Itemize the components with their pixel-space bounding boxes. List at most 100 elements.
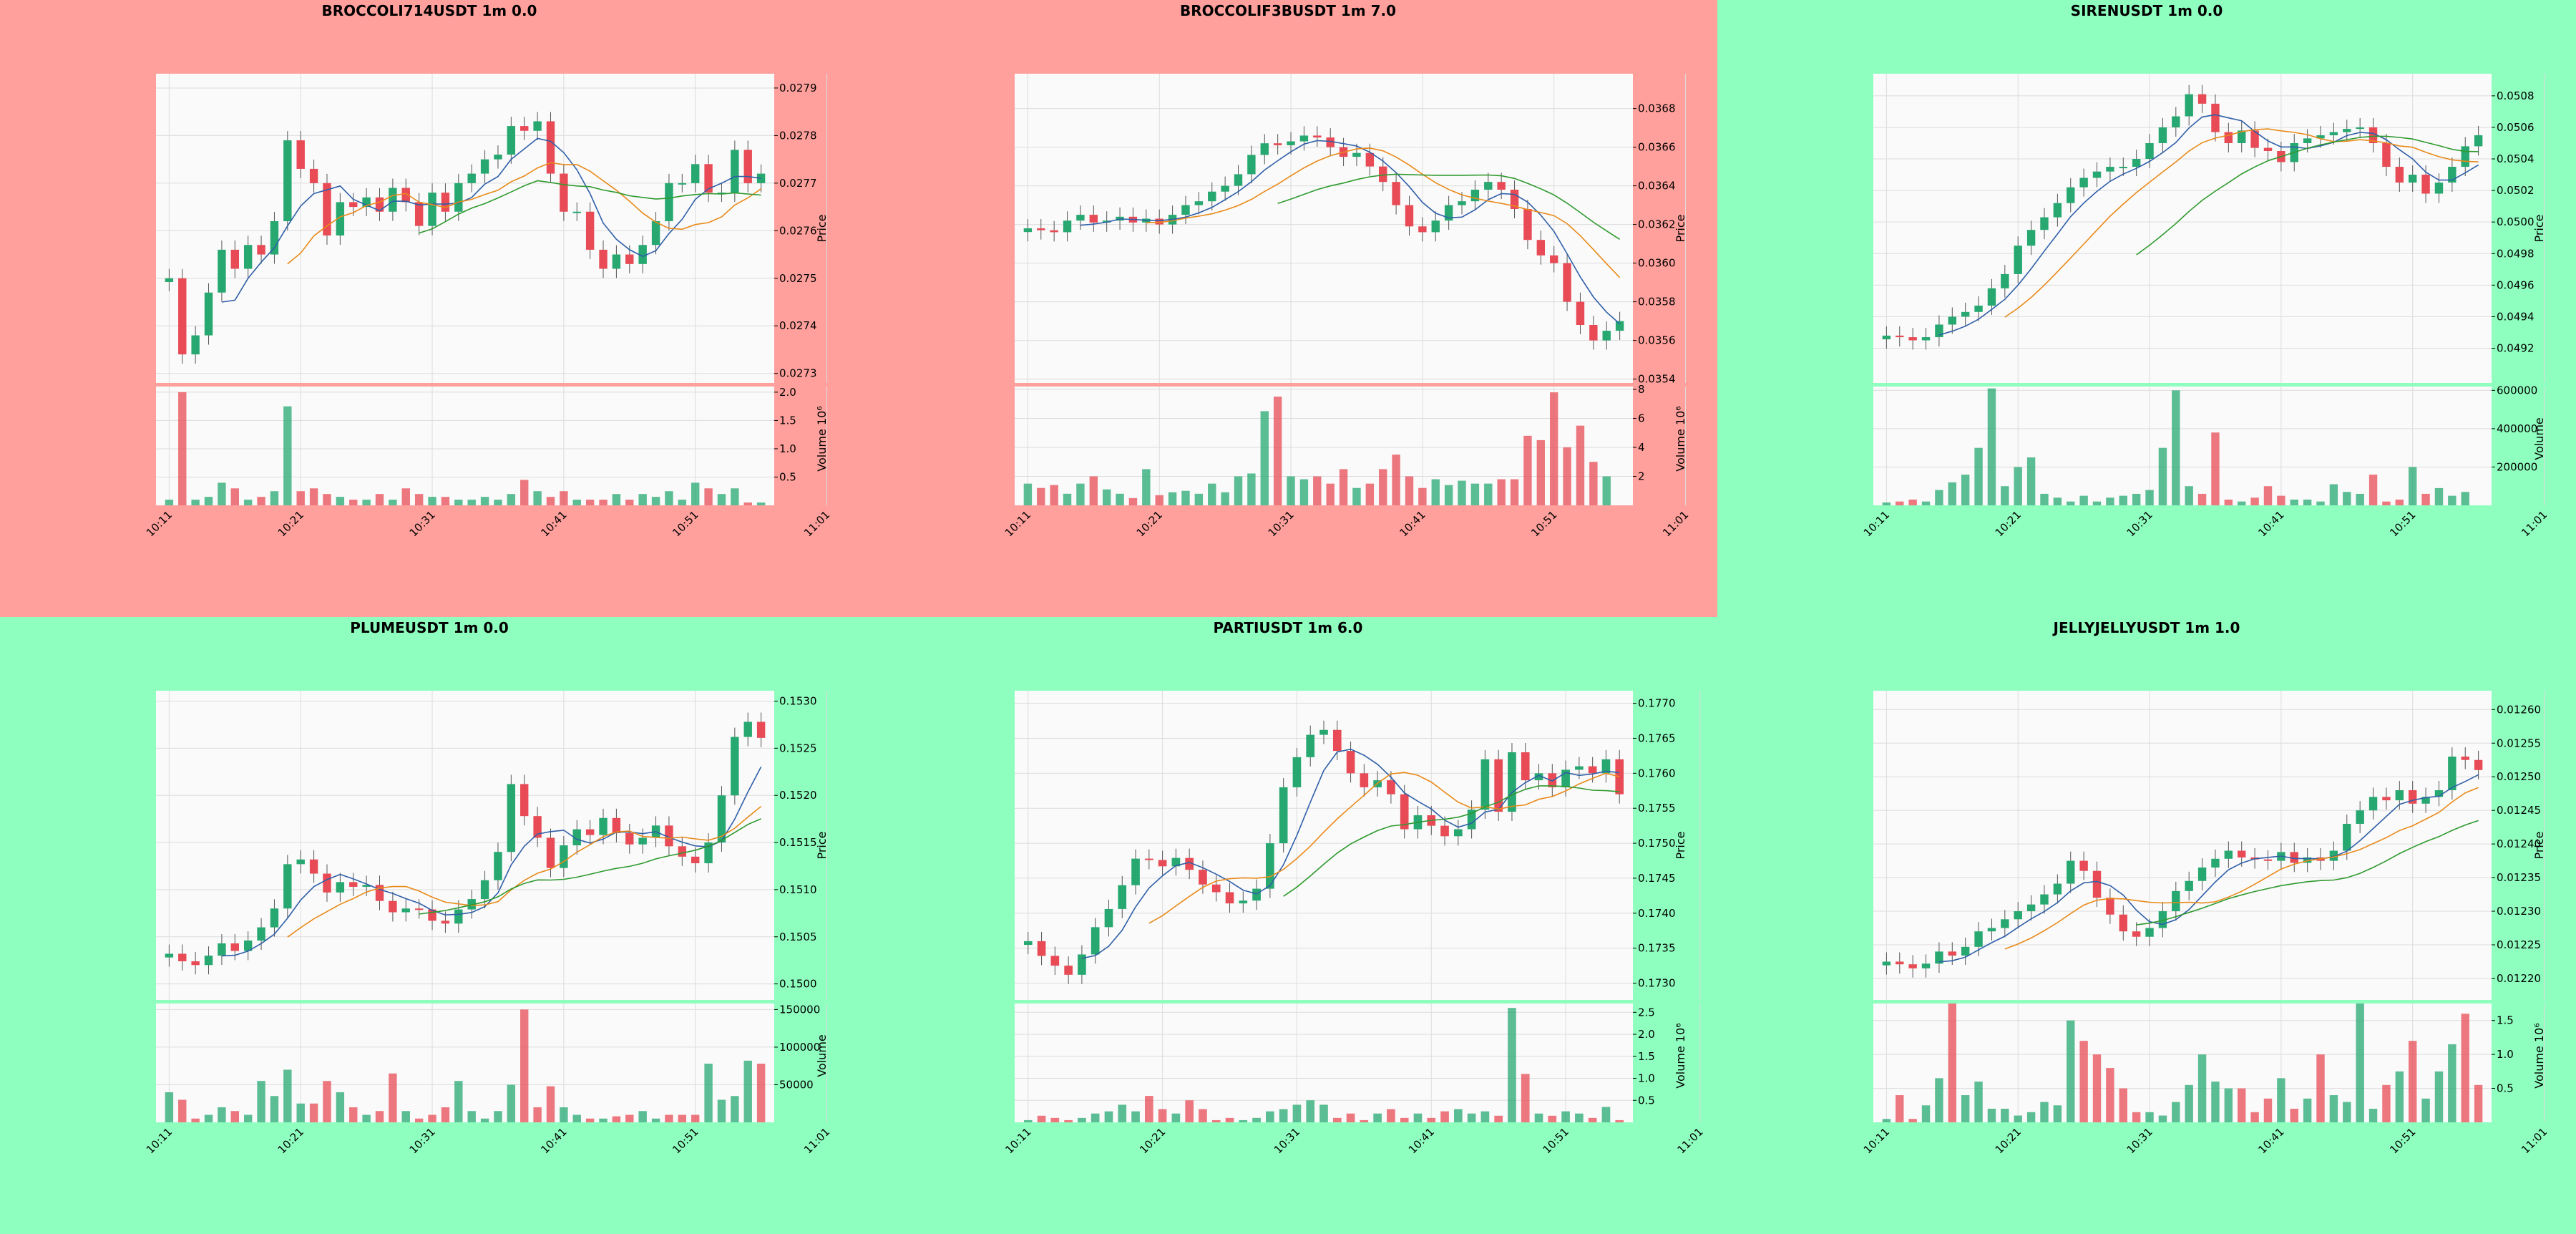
- volume-bar: [1037, 487, 1045, 505]
- volume-bar: [2329, 484, 2338, 505]
- candle-body: [375, 197, 384, 212]
- candle-body: [1319, 729, 1328, 735]
- candle-body: [572, 829, 581, 845]
- ma5-line: [1938, 774, 2479, 963]
- x-tick-label: 10:11: [1861, 1125, 1892, 1156]
- volume-bar: [572, 500, 581, 505]
- volume-bar: [2224, 1088, 2233, 1122]
- volume-bar: [1064, 1119, 1073, 1122]
- volume-bar: [2382, 1084, 2391, 1122]
- volume-tick-label: 6: [1638, 412, 1645, 425]
- volume-bar: [257, 497, 265, 505]
- volume-bar: [1935, 490, 1943, 505]
- candle-body: [638, 245, 647, 264]
- ma5-line: [221, 137, 761, 303]
- candle-body: [204, 292, 213, 336]
- chart-title: PLUMEUSDT 1m 0.0: [350, 619, 509, 636]
- volume-bar: [2067, 501, 2075, 505]
- price-tick-label: 0.0278: [779, 129, 817, 142]
- volume-bar: [1480, 1111, 1490, 1122]
- volume-bar: [1292, 1104, 1302, 1122]
- candle-body: [1118, 885, 1127, 909]
- volume-bar: [533, 491, 542, 505]
- volume-bar: [1346, 1113, 1355, 1122]
- candle-body: [1387, 780, 1395, 795]
- price-tick-label: 0.01230: [2497, 905, 2541, 918]
- volume-bar: [1548, 1115, 1557, 1122]
- volume-bar: [1467, 1113, 1476, 1122]
- candle-body: [2329, 132, 2338, 135]
- ma10-line: [2004, 128, 2479, 318]
- x-tick-label: 11:01: [2519, 1125, 2550, 1156]
- volume-tick-label: 0.5: [2497, 1082, 2514, 1095]
- volume-bar: [1508, 1008, 1516, 1122]
- candle-body: [2461, 757, 2469, 760]
- x-tick-label: 10:11: [1002, 1125, 1033, 1156]
- volume-bar: [1961, 1095, 1970, 1122]
- chart-panel-jellyjelly: JELLYJELLYUSDT 1m 1.0 10:11 10:21 10:31 10:…: [1717, 617, 2576, 1234]
- candle-body: [230, 943, 239, 951]
- candle-body: [1078, 954, 1086, 975]
- candle-body: [1987, 288, 1996, 306]
- volume-bar: [2250, 497, 2259, 505]
- volume-bar: [1279, 1109, 1288, 1122]
- volume-bar: [2132, 1112, 2141, 1122]
- x-tick-label: 11:01: [1674, 1125, 1705, 1156]
- x-tick-label: 10:41: [538, 508, 569, 539]
- price-tick-label: 0.01240: [2497, 837, 2541, 850]
- volume-bar: [756, 502, 766, 505]
- volume-bar: [1440, 1111, 1449, 1122]
- candle-body: [165, 953, 174, 958]
- candle-body: [230, 249, 239, 269]
- price-tick-label: 0.1740: [1638, 907, 1676, 920]
- volume-bar: [1168, 492, 1177, 505]
- candle-body: [1037, 941, 1046, 956]
- volume-bar: [1221, 492, 1229, 505]
- volume-bar: [2172, 390, 2180, 505]
- volume-bar: [1405, 476, 1414, 505]
- candle-body: [1023, 941, 1033, 946]
- volume-axis-label: Volume: [815, 1034, 829, 1077]
- volume-bar: [2119, 495, 2127, 505]
- candle-body: [560, 845, 568, 868]
- candle-body: [2053, 203, 2062, 218]
- volume-bar: [441, 497, 450, 505]
- volume-bar: [665, 491, 673, 505]
- price-tick-label: 0.0500: [2497, 215, 2534, 228]
- volume-bar: [665, 1114, 673, 1122]
- volume-axis-label: Volume 10⁶: [815, 406, 829, 471]
- candle-body: [625, 254, 634, 264]
- candle-body: [2092, 171, 2102, 178]
- candle-body: [1185, 858, 1194, 870]
- volume-plot-area: [156, 1004, 774, 1122]
- volume-bar: [389, 1073, 397, 1122]
- candle-body: [467, 899, 476, 910]
- chart-title: SIRENUSDT 1m 0.0: [2071, 2, 2223, 19]
- volume-bar: [2224, 499, 2233, 505]
- volume-bar: [1470, 483, 1480, 505]
- volume-bar: [625, 1114, 634, 1122]
- volume-bar: [704, 1064, 713, 1122]
- x-tick-label: 10:21: [275, 508, 306, 539]
- candle-body: [2014, 911, 2022, 920]
- volume-tick-label: 1.0: [1638, 1072, 1655, 1085]
- price-tick-label: 0.0368: [1638, 102, 1676, 115]
- candle-body: [2132, 159, 2141, 167]
- volume-bar: [1208, 483, 1216, 505]
- price-tick-label: 0.0366: [1638, 141, 1676, 154]
- candlestick-chart: PLUMEUSDT 1m 0.0 10:11 10:21 10:31 10:41 10:…: [144, 619, 832, 1156]
- candle-body: [336, 202, 345, 235]
- volume-bar: [1392, 455, 1400, 505]
- candle-body: [296, 859, 305, 865]
- volume-bar: [2263, 486, 2273, 505]
- x-tick-label: 10:51: [670, 1125, 701, 1156]
- candle-body: [2343, 823, 2351, 851]
- volume-axis-label: Volume 10⁶: [1674, 406, 1687, 471]
- candle-body: [520, 126, 529, 131]
- price-tick-label: 0.0273: [779, 367, 817, 380]
- volume-bar: [454, 1081, 463, 1122]
- candle-body: [309, 168, 318, 183]
- volume-bar: [638, 494, 647, 505]
- candle-body: [2211, 858, 2220, 868]
- candle-body: [494, 154, 502, 160]
